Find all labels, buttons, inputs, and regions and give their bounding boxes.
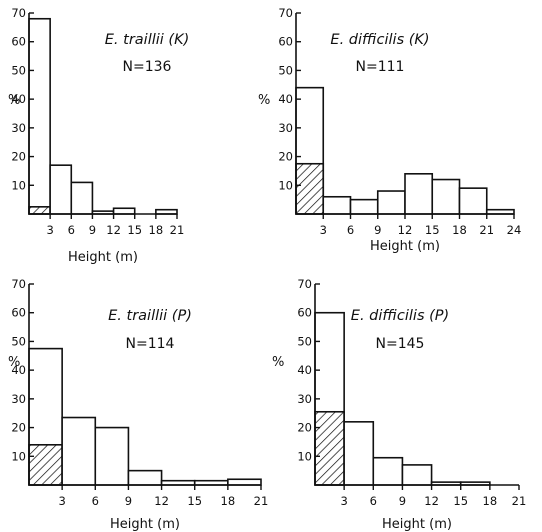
y-axis-label: % <box>8 93 20 108</box>
bar <box>432 180 459 214</box>
chart-title: E. difficilis (K) <box>330 32 429 48</box>
x-tick-label: 3 <box>46 223 53 237</box>
y-tick-label: 30 <box>297 392 312 406</box>
x-tick-label: 6 <box>92 494 99 508</box>
bar <box>95 428 128 485</box>
x-tick-label: 21 <box>170 223 185 237</box>
y-tick-label: 10 <box>278 178 293 192</box>
x-tick-label: 15 <box>127 223 142 237</box>
x-tick-label: 3 <box>340 494 347 508</box>
x-tick-label: 21 <box>254 494 269 508</box>
bar <box>460 188 487 214</box>
sample-size-label: N=114 <box>126 336 175 352</box>
x-tick-label: 12 <box>398 223 413 237</box>
x-tick-label: 24 <box>507 223 522 237</box>
y-tick-label: 70 <box>297 277 312 291</box>
y-tick-label: 70 <box>11 277 26 291</box>
y-tick-label: 20 <box>278 150 293 164</box>
y-tick-label: 50 <box>11 63 26 77</box>
y-tick-label: 60 <box>11 35 26 49</box>
x-axis-label: Height (m) <box>382 517 452 532</box>
x-tick-label: 15 <box>425 223 440 237</box>
x-tick-label: 9 <box>399 494 406 508</box>
bar <box>402 465 431 485</box>
histogram-panel-2: 10 20 30 40 50 60 70 3 6 9 12 15 18 21 24% Height (m) E.… <box>258 6 521 254</box>
x-tick-label: 3 <box>58 494 65 508</box>
x-tick-label: 9 <box>374 223 381 237</box>
x-axis-label: Height (m) <box>110 517 180 532</box>
x-tick-label: 21 <box>479 223 494 237</box>
bar <box>71 182 92 214</box>
y-axis-label: % <box>272 355 284 370</box>
y-tick-label: 40 <box>297 363 312 377</box>
bar <box>62 418 95 485</box>
y-tick-label: 10 <box>11 449 26 463</box>
x-tick-label: 18 <box>483 494 498 508</box>
y-tick-label: 60 <box>297 306 312 320</box>
y-tick-label: 30 <box>278 121 293 135</box>
y-tick-label: 10 <box>11 178 26 192</box>
bar <box>228 479 261 485</box>
y-tick-label: 60 <box>278 35 293 49</box>
bar <box>351 200 378 214</box>
x-tick-label: 15 <box>187 494 202 508</box>
y-axis-label: % <box>8 355 20 370</box>
bar <box>405 174 432 214</box>
x-tick-label: 12 <box>424 494 439 508</box>
y-axis-label: % <box>258 93 270 108</box>
x-tick-label: 6 <box>347 223 354 237</box>
x-axis-label: Height (m) <box>370 239 440 254</box>
bar <box>50 165 71 214</box>
bar-hatched-segment <box>29 207 50 214</box>
x-tick-label: 18 <box>149 223 164 237</box>
bar <box>323 197 350 214</box>
chart-title: E. traillii (K) <box>105 32 190 48</box>
sample-size-label: N=111 <box>356 59 405 75</box>
y-tick-label: 50 <box>11 334 26 348</box>
y-tick-label: 30 <box>11 121 26 135</box>
x-tick-label: 18 <box>452 223 467 237</box>
histogram-panel-4: 10 20 30 40 50 60 70 3 6 9 12 15 18 21% Height (m) E. d… <box>272 277 526 532</box>
bar-hatched-segment <box>29 445 62 485</box>
sample-size-label: N=145 <box>376 336 425 352</box>
y-tick-label: 50 <box>278 63 293 77</box>
y-tick-label: 20 <box>11 421 26 435</box>
x-tick-label: 21 <box>512 494 527 508</box>
x-tick-label: 9 <box>125 494 132 508</box>
x-tick-label: 12 <box>106 223 121 237</box>
x-tick-label: 3 <box>320 223 327 237</box>
bar <box>344 422 373 485</box>
y-tick-label: 20 <box>11 150 26 164</box>
sample-size-label: N=136 <box>123 59 172 75</box>
bar-hatched-segment <box>296 164 323 214</box>
y-tick-label: 50 <box>297 334 312 348</box>
bar <box>373 458 402 485</box>
y-tick-label: 70 <box>278 6 293 20</box>
y-tick-label: 30 <box>11 392 26 406</box>
chart-title: E. difficilis (P) <box>351 308 449 324</box>
x-tick-label: 18 <box>221 494 236 508</box>
x-axis-label: Height (m) <box>68 250 138 265</box>
bar-hatched-segment <box>315 412 344 485</box>
y-tick-label: 70 <box>11 6 26 20</box>
x-tick-label: 6 <box>68 223 75 237</box>
bar <box>378 191 405 214</box>
y-tick-label: 10 <box>297 449 312 463</box>
x-tick-label: 15 <box>453 494 468 508</box>
y-tick-label: 20 <box>297 421 312 435</box>
y-tick-label: 60 <box>11 306 26 320</box>
bar <box>114 208 135 214</box>
bar <box>128 471 161 485</box>
y-tick-label: 40 <box>278 92 293 106</box>
x-tick-label: 12 <box>154 494 169 508</box>
chart-title: E. traillii (P) <box>108 308 192 324</box>
x-tick-label: 9 <box>89 223 96 237</box>
x-tick-label: 6 <box>370 494 377 508</box>
